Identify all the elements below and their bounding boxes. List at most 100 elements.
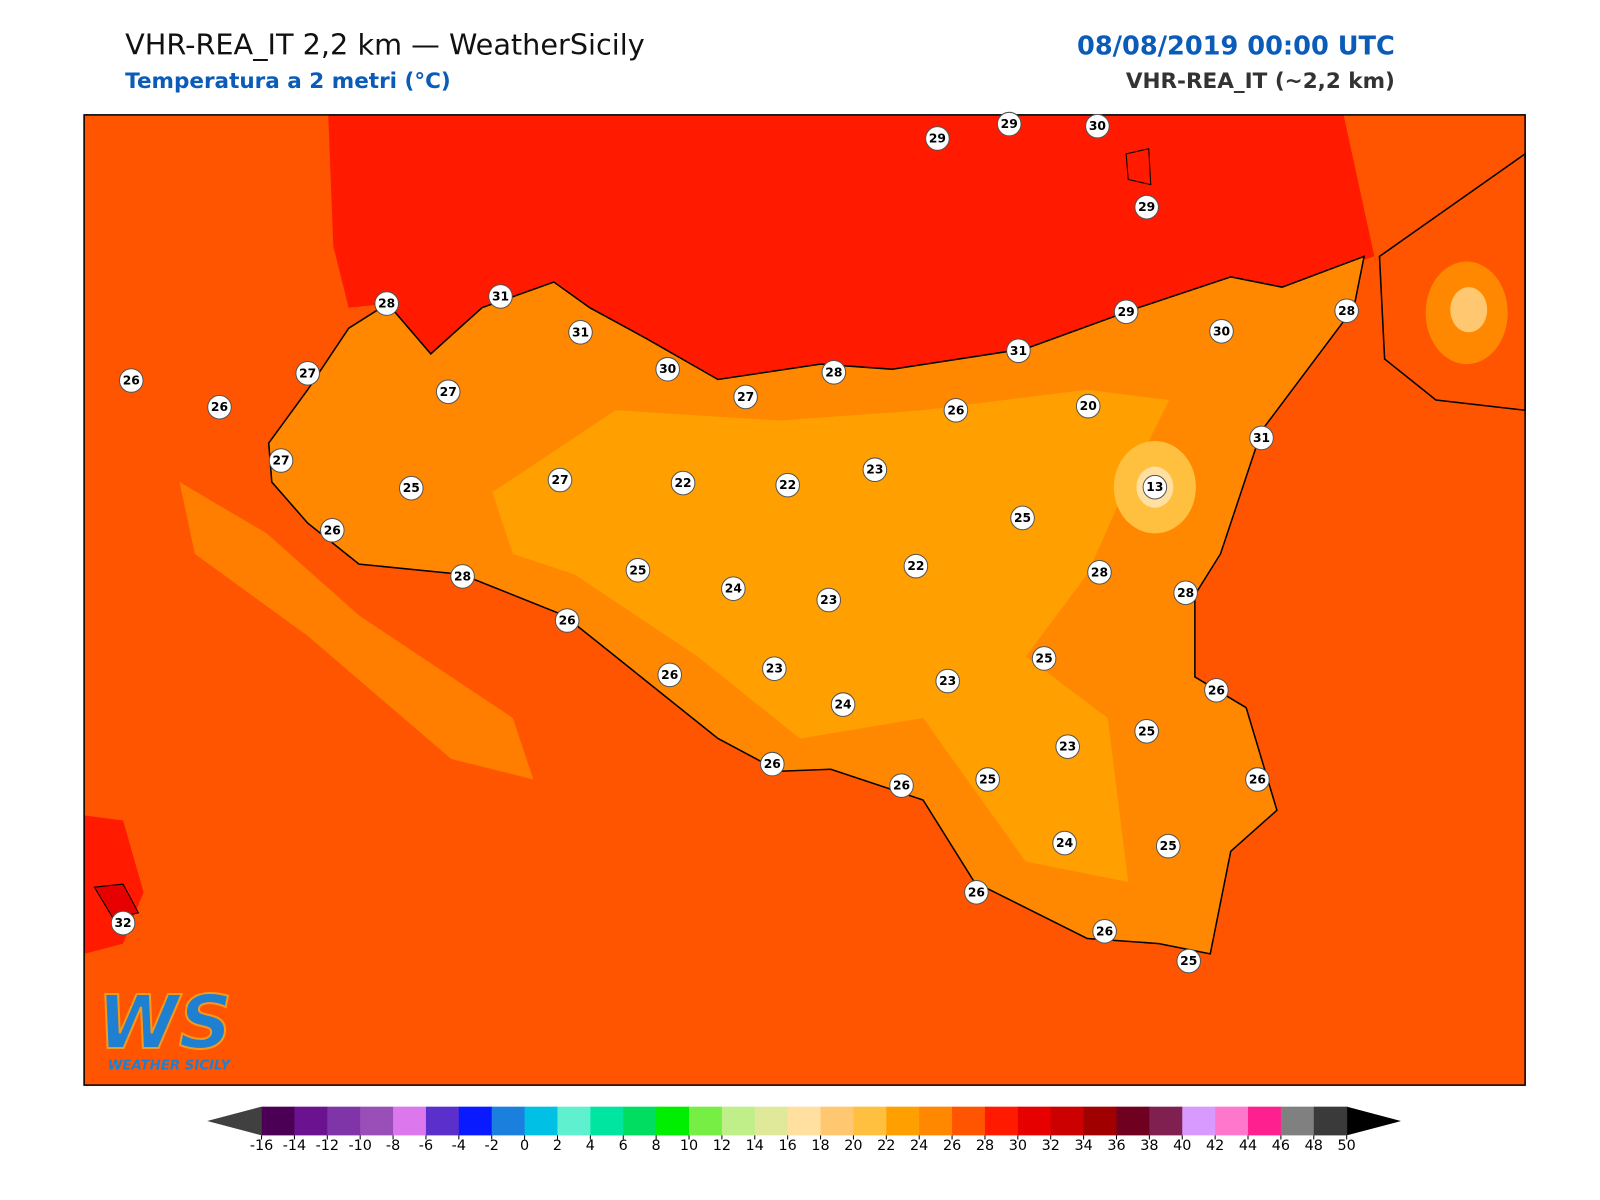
- station: 31: [1006, 338, 1031, 364]
- colorbar-bin: [491, 1106, 526, 1136]
- station: 26: [889, 773, 914, 798]
- station-value: 25: [403, 481, 420, 495]
- sea-band: [179, 482, 534, 780]
- station-marker: [625, 557, 651, 583]
- station: 26: [118, 368, 144, 393]
- station-marker: [118, 368, 144, 393]
- colorbar-bin: [919, 1106, 953, 1136]
- station: 23: [816, 587, 842, 613]
- station-marker: [1055, 734, 1080, 759]
- colorbar-tick-label: -12: [316, 1138, 339, 1154]
- colorbar-tick-label: 18: [811, 1138, 829, 1154]
- station-value: 26: [1249, 772, 1266, 786]
- station: 29: [925, 126, 950, 151]
- station: 24: [830, 692, 856, 717]
- colorbar-tick-label: 40: [1173, 1138, 1191, 1154]
- colorbar-tick-label: -4: [452, 1138, 466, 1154]
- station-marker: [450, 564, 475, 589]
- station: 22: [670, 470, 696, 496]
- station-marker: [374, 291, 399, 316]
- colorbar-bin: [853, 1106, 887, 1136]
- colorbar-tick-label: 24: [910, 1138, 928, 1154]
- station: 28: [1334, 298, 1359, 324]
- station-value: 29: [929, 131, 946, 145]
- logo-name: WEATHER SICILY: [108, 1059, 232, 1074]
- station-marker: [1052, 830, 1077, 856]
- station-value: 27: [440, 385, 457, 399]
- station-marker: [1155, 833, 1181, 859]
- station-marker: [1204, 677, 1229, 703]
- station-marker: [996, 111, 1022, 137]
- station-value: 29: [1138, 200, 1155, 214]
- colorbar-tick-label: -10: [348, 1138, 371, 1154]
- station-marker: [1113, 299, 1139, 325]
- station-marker: [862, 457, 888, 483]
- station-value: 26: [947, 403, 964, 417]
- colorbar-bin: [656, 1106, 690, 1136]
- station: 31: [568, 319, 593, 345]
- station: 26: [319, 517, 345, 543]
- station-value: 26: [324, 523, 341, 537]
- station-value: 23: [820, 593, 837, 607]
- station-marker: [1085, 113, 1110, 139]
- colorbar-tick-label: 8: [652, 1138, 661, 1154]
- colorbar-bin: [458, 1106, 493, 1136]
- colorbar-tick-label: -8: [386, 1138, 400, 1154]
- colorbar-bin: [1116, 1106, 1150, 1136]
- colorbar-tick-label: 26: [943, 1138, 961, 1154]
- station-marker: [1087, 560, 1112, 585]
- station-marker: [268, 448, 294, 473]
- colorbar-tick-label: 14: [746, 1138, 764, 1154]
- colorbar-bin: [1313, 1106, 1348, 1136]
- station-value: 27: [737, 390, 754, 404]
- station-value: 13: [1146, 480, 1163, 494]
- station-value: 28: [378, 297, 395, 311]
- station-value: 22: [779, 478, 796, 492]
- station-marker: [1010, 505, 1035, 531]
- colorbar-tick-label: 34: [1074, 1138, 1092, 1154]
- colorbar-bin: [721, 1106, 756, 1136]
- colorbar-tick-label: 50: [1338, 1138, 1356, 1154]
- station: 28: [374, 291, 399, 316]
- station-marker: [760, 751, 785, 777]
- station: 31: [488, 284, 513, 309]
- station: 25: [1176, 948, 1202, 974]
- colorbar-bin: [1248, 1106, 1282, 1136]
- station: 27: [733, 384, 758, 410]
- station-value: 26: [123, 374, 140, 388]
- station-value: 26: [1096, 924, 1113, 938]
- colorbar-bin: [886, 1106, 920, 1136]
- station-marker: [110, 910, 136, 936]
- station: 25: [975, 767, 1000, 792]
- station: 28: [1087, 560, 1112, 585]
- station: 30: [1209, 318, 1234, 344]
- colorbar-under: [207, 1106, 262, 1136]
- colorbar-tick-label: -16: [250, 1138, 273, 1154]
- station-marker: [1031, 646, 1057, 671]
- station-marker: [1334, 298, 1359, 324]
- station-marker: [762, 656, 787, 682]
- station: 20: [1075, 393, 1101, 419]
- station: 25: [1010, 505, 1035, 531]
- station-value: 32: [115, 916, 132, 930]
- station: 25: [398, 475, 424, 501]
- station-value: 27: [551, 473, 568, 487]
- station-marker: [1249, 425, 1274, 451]
- colorbar-bin: [1083, 1106, 1118, 1136]
- station-marker: [1245, 767, 1270, 792]
- colorbar-bin: [1280, 1106, 1315, 1136]
- station-value: 26: [1208, 683, 1225, 697]
- colorbar-bin: [689, 1106, 723, 1136]
- colorbar-tick-label: 6: [619, 1138, 628, 1154]
- colorbar-tick-label: -6: [419, 1138, 433, 1154]
- station-marker: [398, 475, 424, 501]
- station-value: 20: [1080, 399, 1097, 413]
- colorbar-bin: [623, 1106, 657, 1136]
- station: 23: [762, 656, 787, 682]
- station-value: 30: [1213, 324, 1230, 338]
- station: 29: [996, 111, 1022, 137]
- station: 24: [721, 576, 746, 602]
- station-marker: [1006, 338, 1031, 364]
